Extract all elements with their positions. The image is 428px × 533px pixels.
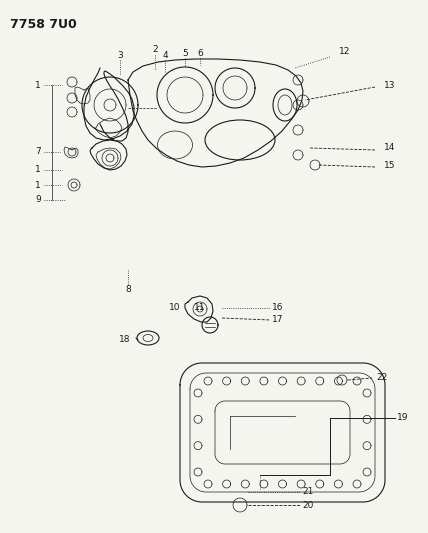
Text: 18: 18 [119,335,131,344]
Text: 11: 11 [194,303,206,312]
Text: 6: 6 [197,49,203,58]
Text: 1: 1 [35,181,41,190]
Text: 5: 5 [182,49,188,58]
Text: 8: 8 [125,286,131,295]
Text: 1: 1 [35,80,41,90]
Text: 7: 7 [35,148,41,157]
Text: 1: 1 [35,166,41,174]
Text: 9: 9 [35,196,41,205]
Text: 19: 19 [397,414,409,423]
Text: 14: 14 [384,143,396,152]
Text: 12: 12 [339,47,351,56]
Text: 2: 2 [152,45,158,54]
Text: 17: 17 [272,316,284,325]
Text: 13: 13 [384,80,396,90]
Text: 21: 21 [302,488,314,497]
Text: 7758 7U0: 7758 7U0 [10,18,77,31]
Text: 4: 4 [162,51,168,60]
Text: 20: 20 [302,500,314,510]
Text: 15: 15 [384,160,396,169]
Text: 16: 16 [272,303,284,311]
Text: 3: 3 [117,51,123,60]
Text: 10: 10 [169,303,181,312]
Text: 22: 22 [376,374,388,383]
